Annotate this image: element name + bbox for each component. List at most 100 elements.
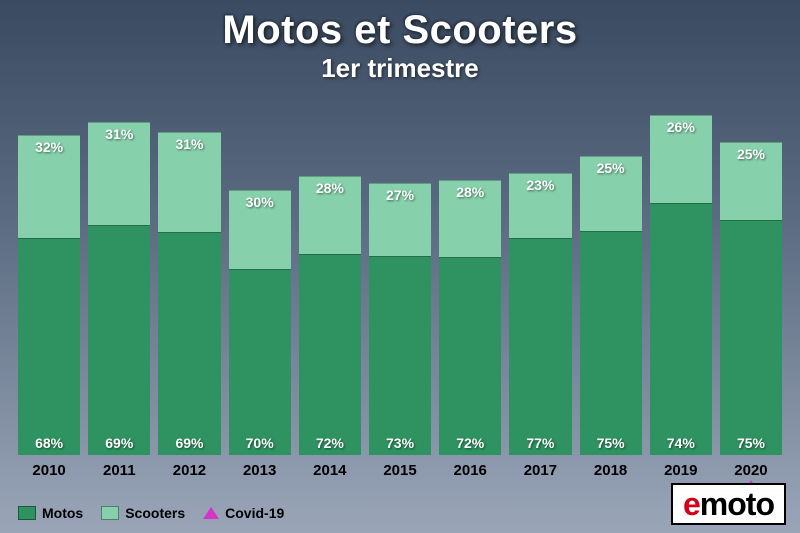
legend: Motos Scooters Covid-19 bbox=[18, 505, 284, 521]
bar-column: 27% 73% bbox=[369, 115, 431, 455]
x-tick: 2013 bbox=[229, 462, 291, 479]
bar-value-scooters: 27% bbox=[386, 187, 414, 203]
marker-cell bbox=[509, 479, 571, 493]
x-tick: 2014 bbox=[299, 462, 361, 479]
logo-emoto: emoto bbox=[671, 483, 786, 525]
bar-value-scooters: 26% bbox=[667, 119, 695, 135]
marker-cell bbox=[18, 479, 80, 493]
bar-value-motos: 75% bbox=[720, 435, 782, 451]
bar-segment-motos: 68% bbox=[18, 238, 80, 455]
x-tick: 2016 bbox=[439, 462, 501, 479]
bar-value-motos: 72% bbox=[299, 435, 361, 451]
bar-segment-motos: 72% bbox=[299, 254, 361, 455]
swatch-motos bbox=[18, 506, 36, 520]
x-tick: 2020 bbox=[720, 462, 782, 479]
bar-wrap: 30% 70% bbox=[229, 115, 291, 455]
bar-wrap: 28% 72% bbox=[299, 115, 361, 455]
bar-column: 25% 75% bbox=[580, 115, 642, 455]
bar-value-motos: 68% bbox=[18, 435, 80, 451]
bar-container: 32%68%31%69%31%69%30%70%28%72%27%73%28%7… bbox=[18, 115, 782, 455]
bar-wrap: 32% 68% bbox=[18, 115, 80, 455]
bar-column: 28% 72% bbox=[439, 115, 501, 455]
bar-value-scooters: 25% bbox=[737, 146, 765, 162]
bar-inner: 25% 75% bbox=[720, 142, 782, 455]
bar-segment-scooters: 23% bbox=[509, 173, 571, 238]
bar-segment-motos: 75% bbox=[580, 231, 642, 455]
bar-value-scooters: 28% bbox=[316, 180, 344, 196]
bar-value-scooters: 31% bbox=[105, 126, 133, 142]
bar-inner: 23% 77% bbox=[509, 173, 571, 455]
marker-cell bbox=[158, 479, 220, 493]
x-tick: 2019 bbox=[650, 462, 712, 479]
bar-inner: 31% 69% bbox=[158, 132, 220, 455]
bar-segment-motos: 73% bbox=[369, 256, 431, 455]
marker-cell bbox=[439, 479, 501, 493]
bar-segment-scooters: 31% bbox=[88, 122, 150, 225]
bar-segment-scooters: 32% bbox=[18, 135, 80, 237]
bar-segment-scooters: 31% bbox=[158, 132, 220, 232]
x-tick: 2012 bbox=[158, 462, 220, 479]
legend-label-scooters: Scooters bbox=[125, 505, 185, 521]
x-axis: 2010201120122013201420152016201720182019… bbox=[18, 462, 782, 479]
marker-cell bbox=[88, 479, 150, 493]
bar-inner: 28% 72% bbox=[439, 180, 501, 455]
bar-column: 23% 77% bbox=[509, 115, 571, 455]
chart-subtitle: 1er trimestre bbox=[0, 53, 800, 84]
bar-value-motos: 74% bbox=[650, 435, 712, 451]
bar-value-motos: 72% bbox=[439, 435, 501, 451]
bar-value-scooters: 25% bbox=[597, 160, 625, 176]
x-tick: 2017 bbox=[509, 462, 571, 479]
bar-column: 31% 69% bbox=[158, 115, 220, 455]
logo-rest: moto bbox=[700, 486, 774, 522]
bar-value-motos: 70% bbox=[229, 435, 291, 451]
bar-segment-motos: 77% bbox=[509, 238, 571, 455]
bar-wrap: 25% 75% bbox=[720, 115, 782, 455]
chart-title: Motos et Scooters bbox=[0, 0, 800, 53]
x-tick: 2018 bbox=[580, 462, 642, 479]
bar-segment-scooters: 25% bbox=[720, 142, 782, 220]
bar-value-motos: 75% bbox=[580, 435, 642, 451]
bar-wrap: 26% 74% bbox=[650, 115, 712, 455]
bar-value-scooters: 23% bbox=[526, 177, 554, 193]
bar-value-scooters: 30% bbox=[246, 194, 274, 210]
bar-wrap: 23% 77% bbox=[509, 115, 571, 455]
chart-area: 32%68%31%69%31%69%30%70%28%72%27%73%28%7… bbox=[18, 115, 782, 455]
bar-segment-motos: 72% bbox=[439, 257, 501, 455]
bar-column: 28% 72% bbox=[299, 115, 361, 455]
marker-cell bbox=[229, 479, 291, 493]
bar-value-motos: 73% bbox=[369, 435, 431, 451]
bar-wrap: 27% 73% bbox=[369, 115, 431, 455]
bar-wrap: 31%69% bbox=[88, 115, 150, 455]
bar-inner: 32% 68% bbox=[18, 135, 80, 455]
x-tick: 2015 bbox=[369, 462, 431, 479]
bar-value-scooters: 31% bbox=[175, 136, 203, 152]
marker-cell bbox=[299, 479, 361, 493]
bar-column: 25% 75% bbox=[720, 115, 782, 455]
bar-segment-motos: 70% bbox=[229, 269, 291, 455]
bar-segment-motos: 75% bbox=[720, 220, 782, 455]
legend-item-covid: Covid-19 bbox=[203, 505, 284, 521]
triangle-icon bbox=[203, 507, 219, 519]
bar-inner: 26% 74% bbox=[650, 115, 712, 455]
bar-value-motos: 69% bbox=[158, 435, 220, 451]
swatch-scooters bbox=[101, 506, 119, 520]
bar-column: 31%69% bbox=[88, 115, 150, 455]
x-tick: 2011 bbox=[88, 462, 150, 479]
bar-wrap: 28% 72% bbox=[439, 115, 501, 455]
legend-item-motos: Motos bbox=[18, 505, 83, 521]
bar-column: 30% 70% bbox=[229, 115, 291, 455]
marker-cell bbox=[580, 479, 642, 493]
bar-inner: 25% 75% bbox=[580, 156, 642, 455]
legend-item-scooters: Scooters bbox=[101, 505, 185, 521]
bar-segment-scooters: 28% bbox=[439, 180, 501, 257]
bar-segment-motos: 74% bbox=[650, 203, 712, 455]
bar-segment-scooters: 26% bbox=[650, 115, 712, 203]
bar-segment-scooters: 28% bbox=[299, 176, 361, 254]
logo-e: e bbox=[683, 486, 700, 522]
bar-value-motos: 77% bbox=[509, 435, 571, 451]
marker-cell bbox=[369, 479, 431, 493]
bar-segment-scooters: 27% bbox=[369, 183, 431, 256]
bar-value-scooters: 32% bbox=[35, 139, 63, 155]
bar-wrap: 25% 75% bbox=[580, 115, 642, 455]
bar-column: 32% 68% bbox=[18, 115, 80, 455]
